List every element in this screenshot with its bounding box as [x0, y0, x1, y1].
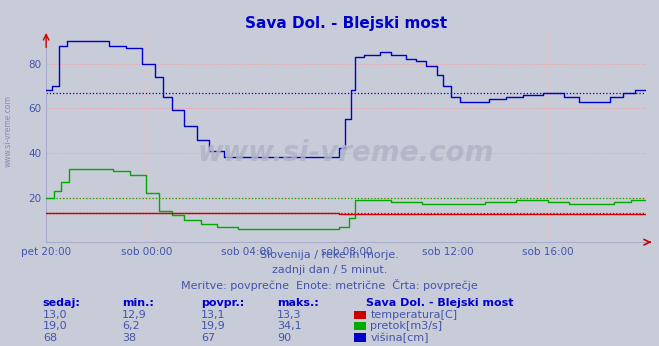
Text: 68: 68	[43, 333, 57, 343]
Text: temperatura[C]: temperatura[C]	[370, 310, 457, 320]
Text: 12,9: 12,9	[122, 310, 147, 320]
Text: 19,0: 19,0	[43, 321, 67, 331]
Text: Slovenija / reke in morje.: Slovenija / reke in morje.	[260, 250, 399, 260]
Text: zadnji dan / 5 minut.: zadnji dan / 5 minut.	[272, 265, 387, 275]
Text: sedaj:: sedaj:	[43, 298, 80, 308]
Text: 67: 67	[201, 333, 215, 343]
Text: 13,1: 13,1	[201, 310, 225, 320]
Text: Meritve: povprečne  Enote: metrične  Črta: povprečje: Meritve: povprečne Enote: metrične Črta:…	[181, 279, 478, 291]
Text: maks.:: maks.:	[277, 298, 318, 308]
Text: 6,2: 6,2	[122, 321, 140, 331]
Text: www.si-vreme.com: www.si-vreme.com	[3, 95, 13, 167]
Text: 90: 90	[277, 333, 291, 343]
Text: višina[cm]: višina[cm]	[370, 333, 429, 343]
Text: povpr.:: povpr.:	[201, 298, 244, 308]
Text: 13,3: 13,3	[277, 310, 301, 320]
Text: www.si-vreme.com: www.si-vreme.com	[198, 139, 494, 167]
Text: Sava Dol. - Blejski most: Sava Dol. - Blejski most	[366, 298, 513, 308]
Text: 19,9: 19,9	[201, 321, 226, 331]
Text: min.:: min.:	[122, 298, 154, 308]
Text: 38: 38	[122, 333, 136, 343]
Text: 13,0: 13,0	[43, 310, 67, 320]
Text: pretok[m3/s]: pretok[m3/s]	[370, 321, 442, 331]
Text: 34,1: 34,1	[277, 321, 301, 331]
Title: Sava Dol. - Blejski most: Sava Dol. - Blejski most	[245, 16, 447, 31]
